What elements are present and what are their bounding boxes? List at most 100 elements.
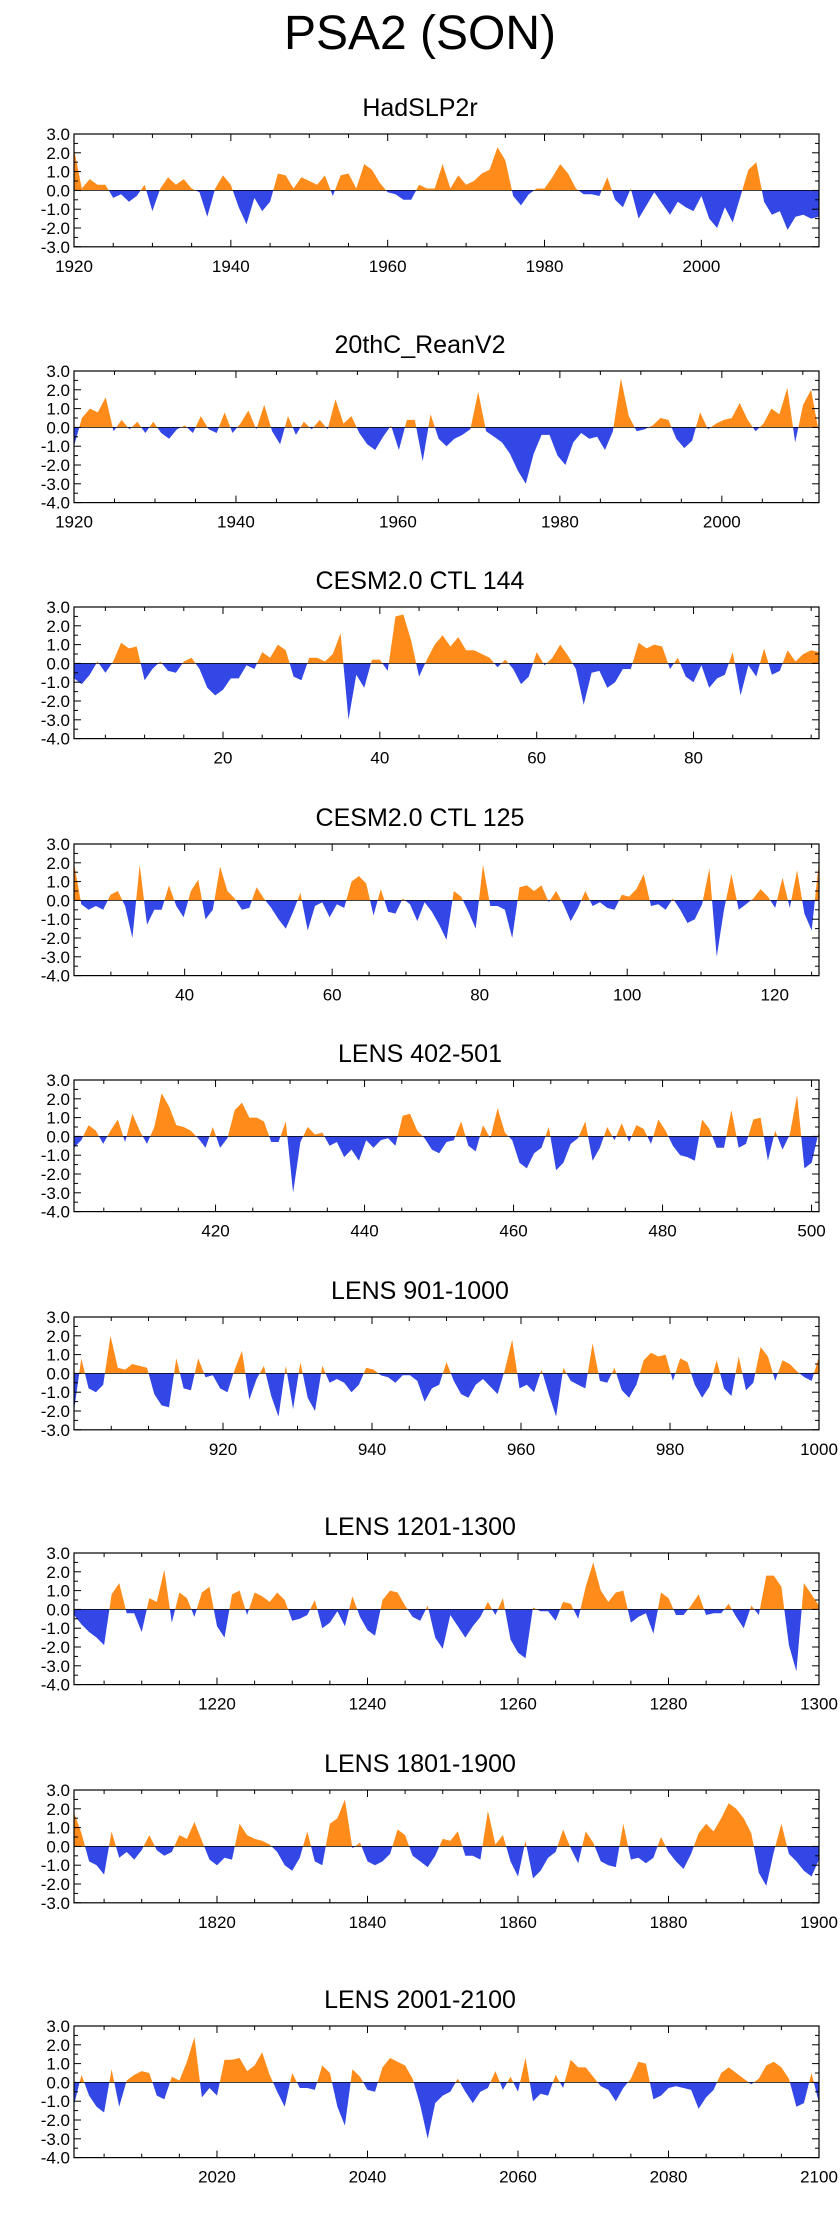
y-tick-label: 3.0 <box>46 598 70 617</box>
chart-panel: LENS 901-1000 3.0 2.0 1.0 0.0 -1.0 -2.0 -3.0 920… <box>0 1277 840 1513</box>
x-tick-label: 1220 <box>198 1695 236 1714</box>
chart-title: LENS 1801-1900 <box>324 1749 516 1778</box>
x-tick-label: 80 <box>470 985 489 1004</box>
y-tick-label: 1.0 <box>46 872 70 891</box>
x-tick-label: 460 <box>499 1222 527 1241</box>
x-tick-label: 80 <box>684 749 703 768</box>
x-tick-label: 1980 <box>526 257 564 276</box>
x-tick-label: 40 <box>175 985 194 1004</box>
negative-area <box>74 1609 802 1672</box>
y-tick-label: 3.0 <box>46 1308 70 1327</box>
y-tick-label: -3.0 <box>41 238 70 257</box>
y-tick-label: 3.0 <box>46 835 70 854</box>
y-tick-label: -1.0 <box>41 1383 70 1402</box>
y-tick-label: -2.0 <box>41 692 70 711</box>
y-tick-label: 3.0 <box>46 362 70 381</box>
chart-title: LENS 2001-2100 <box>324 1986 516 2014</box>
y-tick-label: -1.0 <box>41 1146 70 1165</box>
chart-panel: 20thC_ReanV2 3.0 2.0 1.0 0.0 -1.0 -2.0 -3.0 -4.0… <box>0 331 840 567</box>
y-tick-label: 2.0 <box>46 1090 70 1109</box>
negative-area <box>108 190 819 230</box>
chart-panel: CESM2.0 CTL 125 3.0 2.0 1.0 0.0 -1.0 -2.0 -3.0-… <box>0 804 840 1040</box>
y-tick-label: 2.0 <box>46 617 70 636</box>
y-tick-label: -1.0 <box>41 910 70 929</box>
y-tick-label: 1.0 <box>46 636 70 655</box>
y-tick-label: 3.0 <box>46 1544 70 1563</box>
y-tick-label: 0.0 <box>46 1364 70 1383</box>
chart-panel: LENS 1801-1900 3.0 2.0 1.0 0.0 -1.0 -2.0 -3.0 18… <box>0 1750 840 1986</box>
y-tick-label: 3.0 <box>46 2017 70 2036</box>
chart-panel: HadSLP2r 3.0 2.0 1.0 0.0 -1.0 -2.0 -3.0 1920 1940… <box>0 94 840 330</box>
y-tick-label: -2.0 <box>41 1402 70 1421</box>
x-tick-label: 940 <box>358 1439 386 1458</box>
y-tick-label: 0.0 <box>46 418 70 437</box>
chart-plot: 3.02.01.00.0-1.0-2.0-3.0 920 940 960 980 1000 <box>41 1308 838 1459</box>
positive-area <box>74 614 819 664</box>
x-tick-label: 2000 <box>682 257 720 276</box>
y-tick-label: 1.0 <box>46 1818 70 1837</box>
y-tick-label: -4.0 <box>41 730 70 749</box>
y-tick-label: 3.0 <box>46 1781 70 1800</box>
chart-plot: 3.02.01.00.0-1.0-2.0-3.0-4.0 1220 1240 1260… <box>41 1544 838 1714</box>
y-tick-label: -2.0 <box>41 929 70 948</box>
y-tick-label: -1.0 <box>41 1856 70 1875</box>
y-tick-label: -3.0 <box>41 474 70 493</box>
y-tick-label: -3.0 <box>41 1184 70 1203</box>
negative-area <box>80 899 815 957</box>
x-tick-label: 1920 <box>55 512 93 531</box>
y-tick-label: 2.0 <box>46 380 70 399</box>
y-tick-label: 3.0 <box>46 1071 70 1090</box>
y-tick-label: -3.0 <box>41 711 70 730</box>
positive-area <box>74 147 819 191</box>
chart-title: LENS 402-501 <box>337 1040 502 1068</box>
chart-panel: LENS 402-501 3.0 2.0 1.0 0.0 -1.0 -2.0 -3.0 -4.0… <box>0 1040 840 1276</box>
y-tick-label: -4.0 <box>41 1203 70 1222</box>
y-tick-label: -1.0 <box>41 673 70 692</box>
y-tick-label: 2.0 <box>46 2036 70 2055</box>
chart-title: LENS 1201-1300 <box>324 1513 516 1541</box>
x-tick-label: 480 <box>648 1222 676 1241</box>
chart-title: LENS 901-1000 <box>331 1276 509 1305</box>
y-tick-label: 0.0 <box>46 181 70 200</box>
x-tick-label: 120 <box>761 985 789 1004</box>
x-tick-label: 2020 <box>198 2168 236 2187</box>
x-tick-label: 100 <box>613 985 641 1004</box>
x-tick-label: 1940 <box>217 512 255 531</box>
y-tick-label: 1.0 <box>46 163 70 182</box>
y-tick-label: 0.0 <box>46 1127 70 1146</box>
x-tick-label: 980 <box>656 1439 684 1458</box>
x-tick-label: 2040 <box>349 2168 387 2187</box>
y-tick-label: 2.0 <box>46 1563 70 1582</box>
y-tick-label: 1.0 <box>46 2055 70 2074</box>
y-tick-label: 0.0 <box>46 1600 70 1619</box>
plot-frame <box>73 1079 820 1213</box>
x-tick-label: 1940 <box>212 257 250 276</box>
chart-title: CESM2.0 CTL 144 <box>315 567 525 595</box>
x-tick-label: 1920 <box>55 257 93 276</box>
positive-area <box>74 378 819 427</box>
y-tick-label: 1.0 <box>46 399 70 418</box>
chart-plot: 3.02.01.00.0-1.0-2.0-3.0-4.0 2020 2040 2060… <box>41 2017 838 2187</box>
positive-area <box>74 1562 819 1610</box>
y-tick-label: -3.0 <box>41 947 70 966</box>
y-tick-label: 1.0 <box>46 1109 70 1128</box>
positive-area <box>74 1798 819 1846</box>
x-tick-label: 2060 <box>499 2168 537 2187</box>
y-tick-label: -4.0 <box>41 493 70 512</box>
negative-area <box>74 2082 819 2139</box>
y-tick-label: 1.0 <box>46 1345 70 1364</box>
chart-plot: 3.02.01.00.0-1.0-2.0-3.0-4.0 420 440 460 480… <box>41 1071 826 1241</box>
x-tick-label: 2080 <box>650 2168 688 2187</box>
x-tick-label: 500 <box>797 1222 825 1241</box>
positive-area <box>74 1335 819 1373</box>
x-tick-label: 1280 <box>650 1695 688 1714</box>
x-tick-label: 1860 <box>499 1912 537 1931</box>
negative-area <box>85 1845 819 1886</box>
x-tick-label: 60 <box>527 749 546 768</box>
x-tick-label: 1300 <box>800 1695 838 1714</box>
x-tick-label: 1240 <box>349 1695 387 1714</box>
negative-area <box>74 426 819 484</box>
chart-plot: 3.02.01.00.0-1.0-2.0-3.0 1820 1840 1860 1880… <box>41 1781 838 1932</box>
y-tick-label: -3.0 <box>41 1420 70 1439</box>
y-tick-label: -2.0 <box>41 2111 70 2130</box>
